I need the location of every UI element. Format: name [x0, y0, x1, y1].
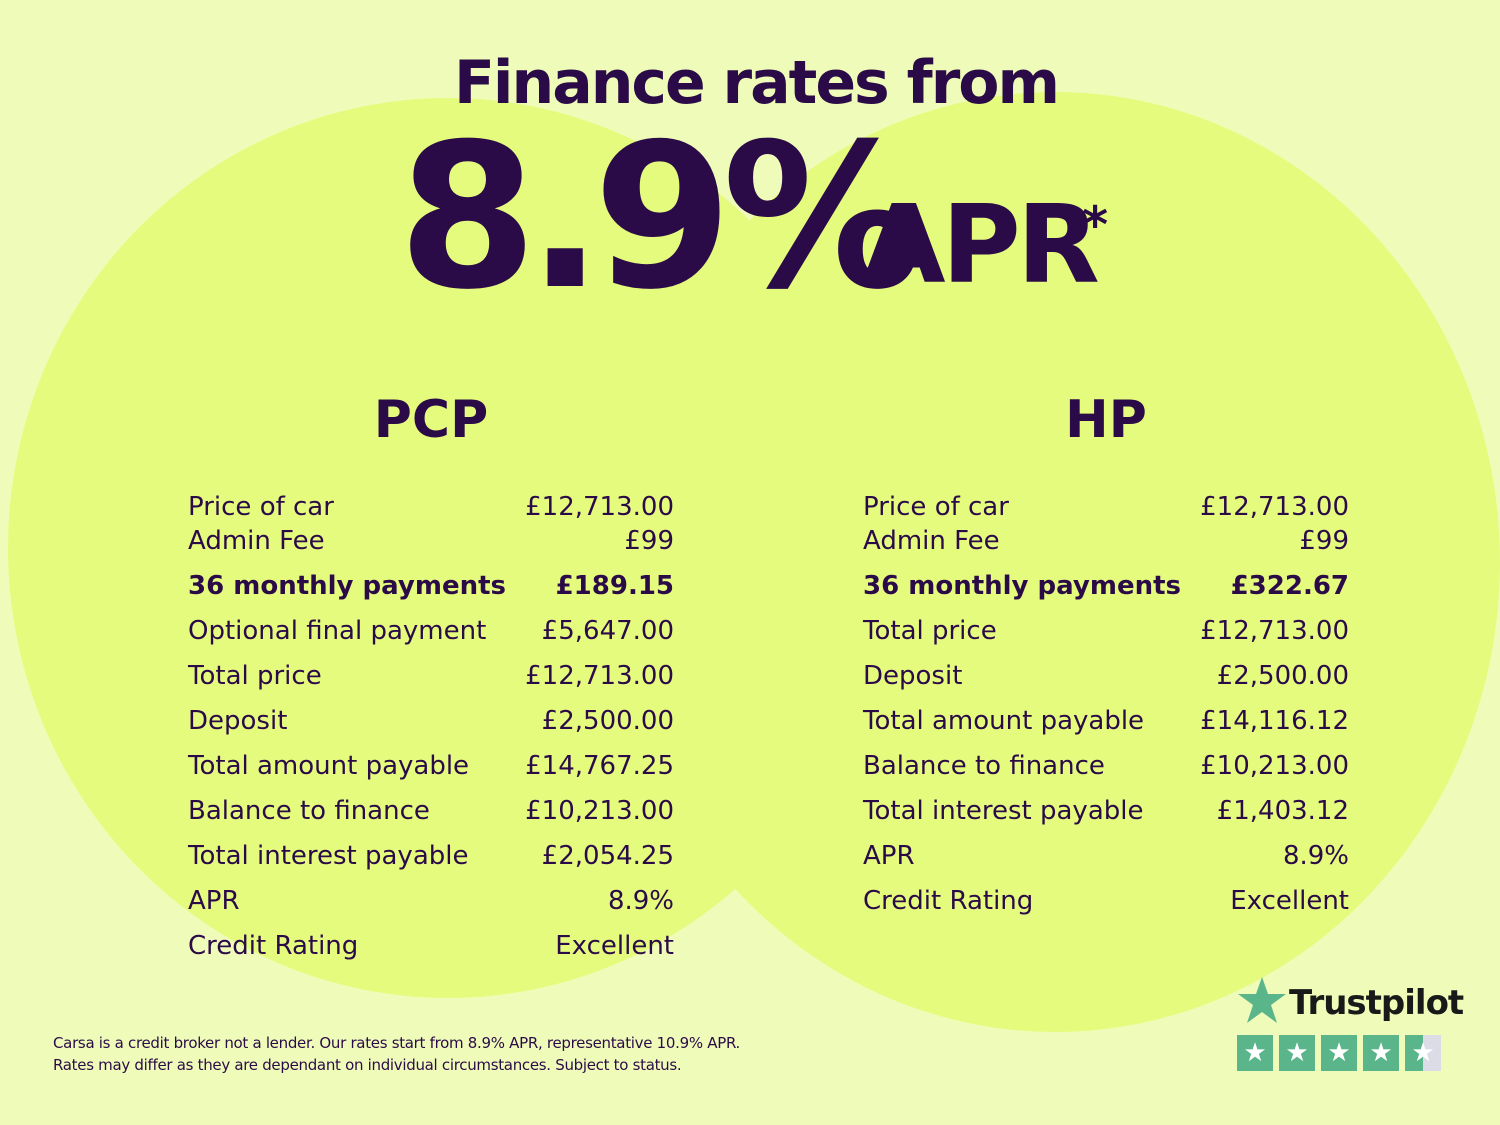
row-value: £14,116.12	[1200, 706, 1349, 736]
table-row: Total amount payable £14,767.25	[188, 750, 674, 795]
rating-star-icon: ★	[1405, 1035, 1441, 1071]
row-value: £2,500.00	[1216, 661, 1349, 691]
row-value: £12,713.00	[1200, 492, 1349, 522]
hp-table: HP Price of car £12,713.00 Admin Fee £99 36 …	[863, 385, 1349, 930]
disclaimer-line: Rates may differ as they are dependant o…	[53, 1056, 682, 1074]
row-value: £5,647.00	[541, 616, 674, 646]
row-value: Excellent	[555, 931, 674, 961]
table-row: Total interest payable £1,403.12	[863, 795, 1349, 840]
table-row: Total price £12,713.00	[863, 615, 1349, 660]
row-label: Deposit	[863, 661, 963, 691]
table-row: Admin Fee £99	[188, 525, 674, 570]
row-label: Admin Fee	[863, 526, 1000, 556]
row-label: Credit Rating	[188, 931, 359, 961]
row-label: Credit Rating	[863, 886, 1034, 916]
table-row: Total price £12,713.00	[188, 660, 674, 705]
row-value: £12,713.00	[525, 492, 674, 522]
row-label: 36 monthly payments	[863, 571, 1181, 601]
disclaimer-line: Carsa is a credit broker not a lender. O…	[53, 1034, 740, 1052]
pcp-title: PCP	[373, 390, 489, 450]
trustpilot-star-icon	[1238, 977, 1286, 1023]
table-row: Balance to finance £10,213.00	[188, 795, 674, 840]
row-label: Total interest payable	[863, 796, 1144, 826]
row-label: Price of car	[863, 492, 1009, 522]
row-value: £99	[1299, 526, 1349, 556]
table-row: APR 8.9%	[863, 840, 1349, 885]
table-row: Price of car £12,713.00	[188, 491, 674, 525]
row-label: APR	[863, 841, 915, 871]
disclaimer: Carsa is a credit broker not a lender. O…	[53, 1032, 740, 1076]
row-value: £10,213.00	[525, 796, 674, 826]
table-row: Deposit £2,500.00	[188, 705, 674, 750]
row-label: Optional final payment	[188, 616, 487, 646]
row-label: Admin Fee	[188, 526, 325, 556]
trustpilot-logo-text: Trustpilot	[1289, 983, 1464, 1023]
row-value: £322.67	[1230, 571, 1349, 601]
row-label: Total price	[188, 661, 322, 691]
rate-value: 8.9%	[398, 101, 923, 334]
rate-suffix: APR	[862, 183, 1100, 308]
row-value: £10,213.00	[1200, 751, 1349, 781]
row-value: £14,767.25	[525, 751, 674, 781]
row-value: £1,403.12	[1216, 796, 1349, 826]
table-row: Total interest payable £2,054.25	[188, 840, 674, 885]
row-label: Total price	[863, 616, 997, 646]
row-label: Balance to finance	[188, 796, 430, 826]
row-value: £2,054.25	[541, 841, 674, 871]
row-label: APR	[188, 886, 240, 916]
table-row: Balance to finance £10,213.00	[863, 750, 1349, 795]
row-label: Total amount payable	[188, 751, 470, 781]
row-value: £189.15	[555, 571, 674, 601]
table-row: Total amount payable £14,116.12	[863, 705, 1349, 750]
row-label: Total interest payable	[188, 841, 469, 871]
row-value: 8.9%	[607, 886, 674, 916]
rating-star-icon: ★	[1321, 1035, 1357, 1071]
row-label: 36 monthly payments	[188, 571, 506, 601]
rating-star-icon: ★	[1363, 1035, 1399, 1071]
row-label: Deposit	[188, 706, 288, 736]
table-row: Price of car £12,713.00	[863, 491, 1349, 525]
headline: Finance rates from	[453, 48, 1060, 118]
table-row: Optional final payment £5,647.00	[188, 615, 674, 660]
row-label: Price of car	[188, 492, 334, 522]
table-row: Credit Rating Excellent	[188, 930, 674, 975]
table-row: 36 monthly payments £189.15	[188, 570, 674, 615]
hp-title: HP	[1065, 390, 1147, 450]
asterisk: *	[1082, 196, 1109, 254]
row-value: 8.9%	[1282, 841, 1349, 871]
row-label: Total amount payable	[863, 706, 1145, 736]
row-value: £12,713.00	[525, 661, 674, 691]
row-value: £12,713.00	[1200, 616, 1349, 646]
background-circle-right	[610, 92, 1500, 1032]
row-value: £2,500.00	[541, 706, 674, 736]
row-value: £99	[624, 526, 674, 556]
rating-star-icon: ★	[1279, 1035, 1315, 1071]
table-row: APR 8.9%	[188, 885, 674, 930]
row-value: Excellent	[1230, 886, 1349, 916]
pcp-table: PCP Price of car £12,713.00 Admin Fee £99 36…	[188, 385, 674, 975]
row-label: Balance to finance	[863, 751, 1105, 781]
table-row: Deposit £2,500.00	[863, 660, 1349, 705]
table-row: Admin Fee £99	[863, 525, 1349, 570]
rating-star-icon: ★	[1237, 1035, 1273, 1071]
table-row: 36 monthly payments £322.67	[863, 570, 1349, 615]
table-row: Credit Rating Excellent	[863, 885, 1349, 930]
